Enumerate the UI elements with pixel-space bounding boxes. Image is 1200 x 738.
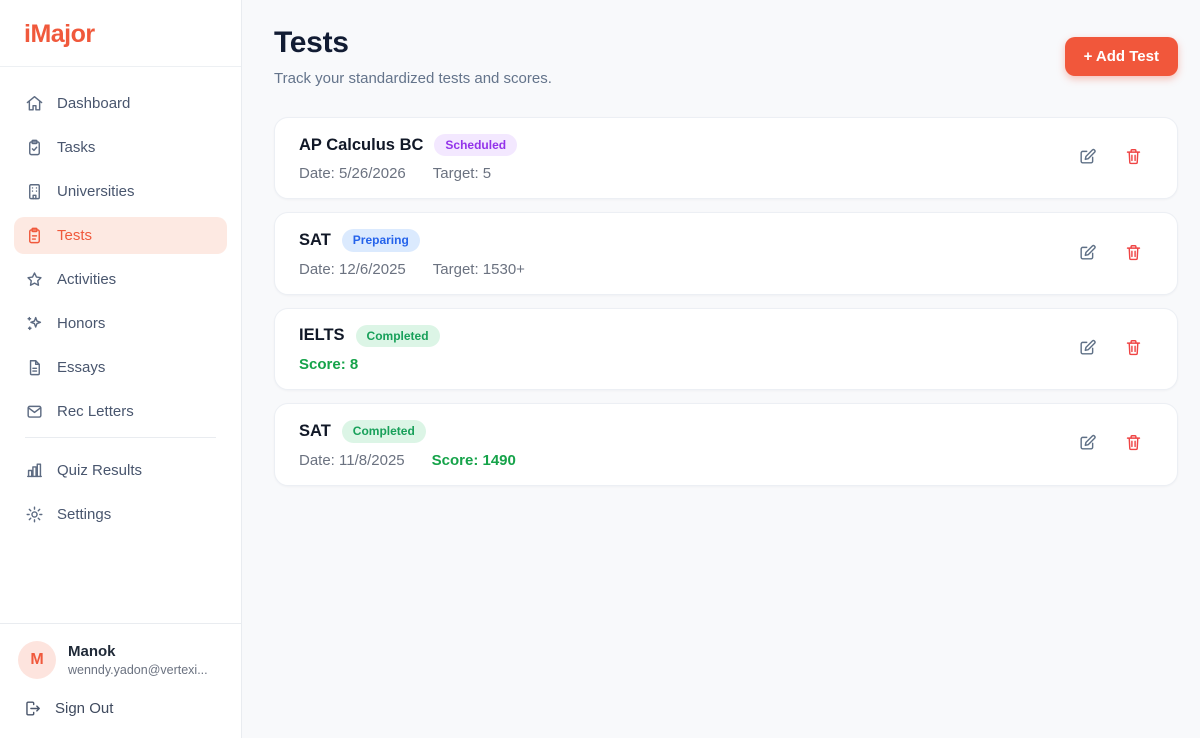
brand-logo: iMajor	[24, 20, 95, 48]
status-badge: Completed	[355, 324, 440, 348]
sidebar-user-section: M Manok wenndy.yadon@vertexi... Sign Out	[0, 623, 241, 738]
sidebar-item-label: Universities	[57, 183, 135, 200]
sidebar-item-dashboard[interactable]: Dashboard	[14, 85, 227, 122]
test-card: AP Calculus BC Scheduled Date: 5/26/2026…	[274, 117, 1178, 200]
delete-button[interactable]	[1124, 147, 1143, 169]
sidebar-item-universities[interactable]: Universities	[14, 173, 227, 210]
delete-button[interactable]	[1124, 338, 1143, 360]
sidebar-item-label: Dashboard	[57, 95, 131, 112]
test-card: SAT Preparing Date: 12/6/2025 Target: 15…	[274, 212, 1178, 295]
edit-icon	[1078, 338, 1097, 360]
page-header: Tests Track your standardized tests and …	[274, 26, 1178, 87]
delete-button[interactable]	[1124, 433, 1143, 455]
clipboard-list-icon	[25, 226, 44, 245]
user-email: wenndy.yadon@vertexi...	[68, 663, 208, 677]
edit-icon	[1078, 243, 1097, 265]
sidebar: iMajor Dashboard Tasks Universities Test…	[0, 0, 242, 738]
trash-icon	[1124, 433, 1143, 455]
trash-icon	[1124, 338, 1143, 360]
sidebar-item-label: Rec Letters	[57, 403, 134, 420]
sidebar-item-honors[interactable]: Honors	[14, 305, 227, 342]
edit-icon	[1078, 433, 1097, 455]
sidebar-item-tasks[interactable]: Tasks	[14, 129, 227, 166]
test-score: Score: 1490	[431, 451, 516, 469]
edit-button[interactable]	[1078, 433, 1097, 455]
sidebar-item-label: Tasks	[57, 139, 96, 156]
sidebar-item-essays[interactable]: Essays	[14, 349, 227, 386]
test-target: Target: 1530+	[432, 260, 525, 278]
test-date: Date: 11/8/2025	[299, 451, 405, 469]
document-icon	[25, 358, 44, 377]
test-name: IELTS	[299, 326, 345, 345]
test-date: Date: 12/6/2025	[299, 260, 406, 278]
sign-out-button[interactable]: Sign Out	[18, 699, 223, 718]
sidebar-nav: Dashboard Tasks Universities Tests Activ…	[0, 67, 241, 540]
sidebar-item-label: Tests	[57, 227, 93, 244]
home-icon	[25, 94, 44, 113]
clipboard-check-icon	[25, 138, 44, 157]
sign-out-label: Sign Out	[55, 700, 114, 717]
gear-icon	[25, 505, 44, 524]
status-badge: Scheduled	[434, 134, 518, 157]
test-score: Score: 8	[299, 356, 359, 374]
sidebar-item-tests[interactable]: Tests	[14, 217, 227, 254]
delete-button[interactable]	[1124, 243, 1143, 265]
sidebar-item-activities[interactable]: Activities	[14, 261, 227, 298]
test-name: SAT	[299, 231, 331, 250]
edit-button[interactable]	[1078, 243, 1097, 265]
user-row: M Manok wenndy.yadon@vertexi...	[18, 641, 223, 679]
test-date: Date: 5/26/2026	[299, 165, 406, 183]
test-name: SAT	[299, 421, 331, 440]
status-badge: Completed	[341, 420, 426, 443]
test-target: Target: 5	[432, 165, 492, 183]
sparkles-icon	[25, 314, 44, 333]
status-badge: Preparing	[341, 229, 420, 252]
brand-header: iMajor	[0, 0, 241, 67]
avatar: M	[18, 641, 56, 679]
user-name: Manok	[68, 643, 116, 660]
sidebar-item-label: Essays	[57, 359, 106, 376]
sidebar-item-label: Settings	[57, 506, 112, 523]
test-card: IELTS Completed Score: 8	[274, 307, 1178, 391]
edit-button[interactable]	[1078, 147, 1097, 169]
sidebar-item-label: Activities	[57, 271, 117, 288]
trash-icon	[1124, 147, 1143, 169]
star-icon	[25, 270, 44, 289]
building-icon	[25, 182, 44, 201]
trash-icon	[1124, 243, 1143, 265]
sidebar-item-settings[interactable]: Settings	[14, 496, 227, 533]
page-title: Tests	[274, 26, 349, 59]
add-test-button[interactable]: + Add Test	[1064, 37, 1178, 76]
sidebar-item-label: Honors	[57, 315, 106, 332]
sidebar-item-label: Quiz Results	[57, 462, 143, 479]
sidebar-item-quiz-results[interactable]: Quiz Results	[14, 452, 227, 489]
logout-icon	[23, 699, 42, 718]
test-name: AP Calculus BC	[299, 135, 424, 154]
main-content: Tests Track your standardized tests and …	[242, 0, 1200, 738]
bar-chart-icon	[25, 461, 44, 480]
sidebar-item-rec-letters[interactable]: Rec Letters	[14, 393, 227, 430]
page-subtitle: Track your standardized tests and scores…	[274, 70, 552, 87]
envelope-icon	[25, 402, 44, 421]
test-list: AP Calculus BC Scheduled Date: 5/26/2026…	[274, 117, 1178, 486]
test-card: SAT Completed Date: 11/8/2025 Score: 149…	[274, 403, 1178, 486]
edit-button[interactable]	[1078, 338, 1097, 360]
edit-icon	[1078, 147, 1097, 169]
nav-divider	[25, 437, 216, 438]
